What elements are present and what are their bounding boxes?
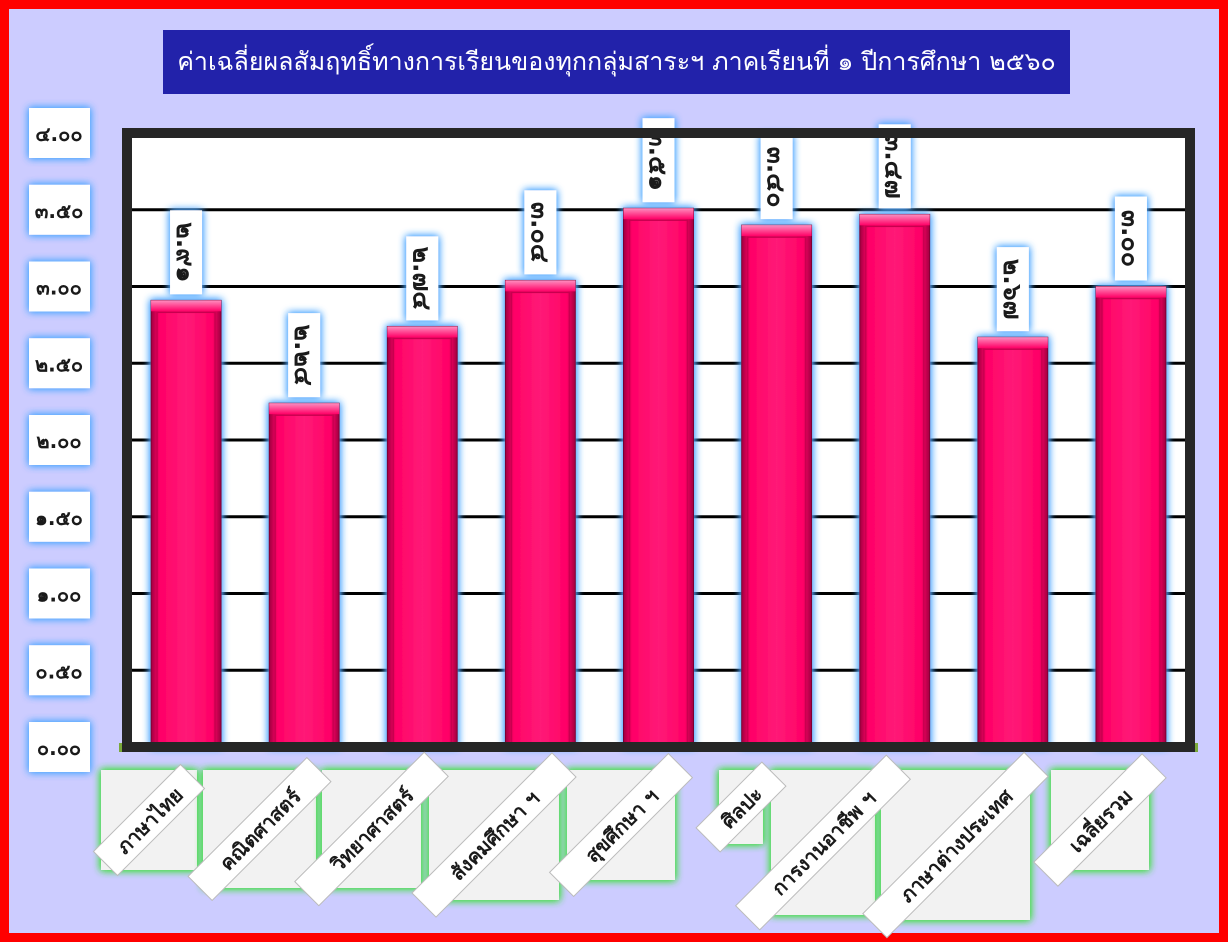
data-label-box <box>642 118 675 203</box>
bar-cap <box>741 225 812 237</box>
y-tick-label: ๓.๕๐ <box>35 199 84 223</box>
bar-cap <box>1095 286 1166 298</box>
bar <box>268 402 340 748</box>
y-tick-box <box>29 338 90 389</box>
y-tick-label: ๐.๐๐ <box>37 736 81 760</box>
x-tick-label-box <box>862 751 1049 939</box>
data-label: ๒.๖๗ <box>998 259 1027 320</box>
bar <box>623 207 694 748</box>
bar-cap <box>269 403 340 415</box>
chart-title: ค่าเฉลี่ยผลสัมฤทธิ์ทางการเรียนของทุกกลุ่… <box>163 30 1070 94</box>
data-label-box <box>406 236 439 321</box>
y-tick-label: ๒.๕๐ <box>35 352 83 376</box>
data-label: ๓.๔๗ <box>880 134 909 198</box>
data-label-box <box>996 247 1029 332</box>
data-label: ๒.๒๔ <box>289 324 318 385</box>
data-label-group: ๒.๒๔ <box>288 313 321 398</box>
data-label-box <box>760 135 793 220</box>
x-tick-label-box <box>695 761 787 853</box>
y-tick-label: ๑.๕๐ <box>35 506 83 530</box>
y-tick-box <box>29 108 90 158</box>
data-label-group: ๒.๗๔ <box>406 236 439 321</box>
data-label-box <box>524 190 557 275</box>
x-tick-label-box <box>734 754 912 931</box>
data-label: ๓.๐๔ <box>525 202 554 263</box>
y-tick-box <box>29 491 90 542</box>
bar <box>504 279 576 748</box>
y-tick-box <box>29 568 90 619</box>
y-tick-label: ๐.๕๐ <box>35 659 82 683</box>
bar <box>150 299 222 748</box>
bar <box>977 336 1049 748</box>
bar-cap <box>977 337 1048 349</box>
bar <box>1095 286 1167 748</box>
data-label: ๒.๙๑ <box>171 222 200 282</box>
data-label-group: ๓.๔๗ <box>878 124 911 209</box>
y-tick-label: ๒.๐๐ <box>36 429 81 453</box>
bar-cap <box>387 326 458 338</box>
data-label-group: ๒.๙๑ <box>170 210 203 295</box>
bar <box>859 213 931 748</box>
y-tick-label: ๑.๐๐ <box>37 583 82 607</box>
y-tick-box <box>29 261 90 312</box>
data-label-group: ๓.๔๐ <box>760 135 793 220</box>
bar-cap <box>505 280 576 292</box>
y-tick-label: ๔.๐๐ <box>35 122 82 146</box>
bar-cap <box>623 208 694 220</box>
data-label: ๓.๕๑ <box>644 130 673 191</box>
data-label-box <box>170 210 203 295</box>
data-label-group: ๓.๐๔ <box>524 190 557 275</box>
data-label-group: ๒.๖๗ <box>996 247 1029 332</box>
x-tick-label-box <box>92 763 206 877</box>
data-label: ๓.๔๐ <box>762 147 791 208</box>
x-tick-label-box <box>294 751 449 907</box>
bar-cap <box>859 214 930 226</box>
data-label-box <box>1114 196 1147 281</box>
x-tick-label-box <box>1033 753 1167 887</box>
bar <box>386 325 458 748</box>
x-tick-label-box <box>187 756 332 902</box>
bar-cap <box>151 300 222 312</box>
y-tick-box <box>29 415 90 465</box>
y-tick-label: ๓.๐๐ <box>36 276 82 300</box>
plot-border <box>122 128 1195 752</box>
bar <box>741 224 813 748</box>
data-label-box <box>878 124 911 209</box>
x-tick-label-box <box>411 752 577 918</box>
y-tick-box <box>29 645 90 696</box>
x-tick-label-box <box>548 752 694 898</box>
data-label-group: ๓.๐๐ <box>1114 196 1147 281</box>
data-label: ๓.๐๐ <box>1116 210 1145 267</box>
data-label: ๒.๗๔ <box>407 247 436 311</box>
y-tick-box <box>29 184 90 235</box>
data-label-group: ๓.๕๑ <box>642 118 675 203</box>
y-tick-box <box>29 722 90 772</box>
data-label-box <box>288 313 321 398</box>
